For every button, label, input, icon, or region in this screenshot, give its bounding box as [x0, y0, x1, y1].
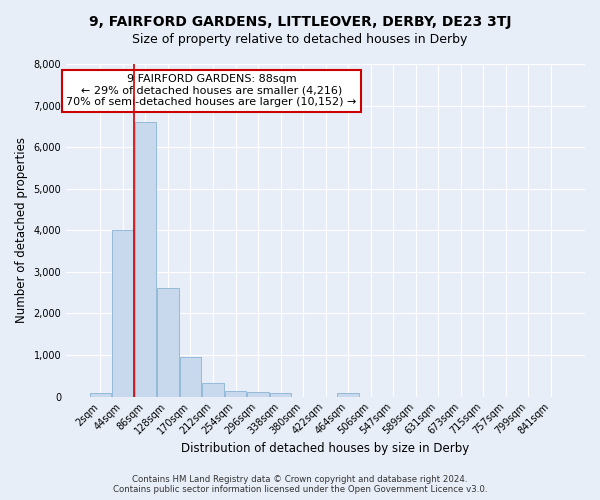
Text: 9, FAIRFORD GARDENS, LITTLEOVER, DERBY, DE23 3TJ: 9, FAIRFORD GARDENS, LITTLEOVER, DERBY, … [89, 15, 511, 29]
Bar [157, 288, 179, 397]
Bar [90, 394, 111, 396]
Bar [270, 394, 291, 396]
Bar [247, 392, 269, 396]
Bar [337, 394, 359, 396]
Y-axis label: Number of detached properties: Number of detached properties [15, 138, 28, 324]
Bar [202, 384, 224, 396]
Bar [135, 122, 156, 396]
X-axis label: Distribution of detached houses by size in Derby: Distribution of detached houses by size … [181, 442, 470, 455]
Bar [112, 230, 134, 396]
Bar [225, 391, 246, 396]
Text: 9 FAIRFORD GARDENS: 88sqm
← 29% of detached houses are smaller (4,216)
70% of se: 9 FAIRFORD GARDENS: 88sqm ← 29% of detac… [66, 74, 356, 107]
Text: Contains HM Land Registry data © Crown copyright and database right 2024.
Contai: Contains HM Land Registry data © Crown c… [113, 475, 487, 494]
Bar [180, 357, 201, 397]
Text: Size of property relative to detached houses in Derby: Size of property relative to detached ho… [133, 32, 467, 46]
